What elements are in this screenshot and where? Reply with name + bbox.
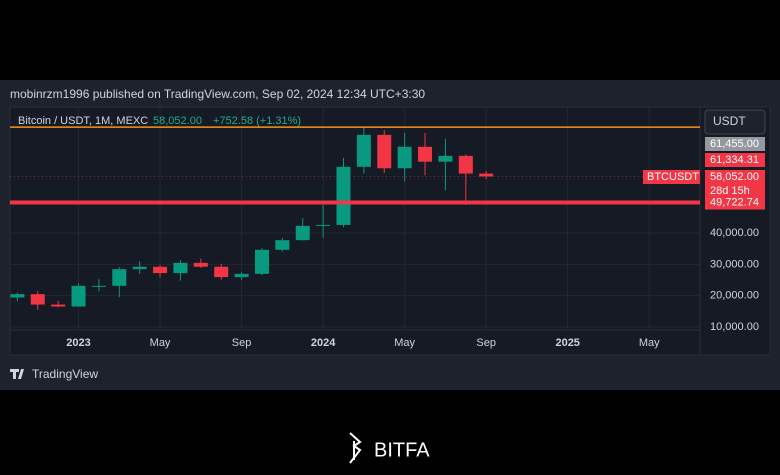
candle-body <box>336 166 351 225</box>
candle-body <box>193 262 208 267</box>
candle-body <box>112 269 127 286</box>
candle-body <box>479 173 494 177</box>
countdown: 28d 15h <box>710 185 750 197</box>
legend-symbol: Bitcoin / USDT, 1M, MEXC <box>18 115 148 127</box>
candle-body <box>295 225 310 241</box>
price-tag-label: 61,455.00 <box>710 138 759 150</box>
candle-body <box>234 273 249 278</box>
x-tick-label: May <box>639 337 660 349</box>
x-tick-label: 2025 <box>555 337 579 349</box>
y-tick-label: 40,000.00 <box>710 227 759 239</box>
x-tick-label: May <box>150 337 171 349</box>
currency-button[interactable] <box>704 109 766 135</box>
legend-last: 58,052.00 <box>153 115 202 127</box>
watermark-text: BITFA <box>374 439 430 461</box>
y-tick-label: 30,000.00 <box>710 258 759 270</box>
price-tag-label: 49,722.74 <box>710 196 759 208</box>
currency-label[interactable]: USDT <box>713 114 746 128</box>
y-tick-label: 10,000.00 <box>710 321 759 333</box>
candle-body <box>438 155 453 162</box>
candle-body <box>418 146 433 162</box>
y-tick-label: 20,000.00 <box>710 290 759 302</box>
x-tick-label: 2023 <box>66 337 90 349</box>
x-tick-label: Sep <box>476 337 496 349</box>
candle-body <box>10 294 25 298</box>
price-tag-label: 58,052.00 <box>710 171 759 183</box>
price-tag <box>705 137 765 151</box>
symbol-tag <box>643 170 700 184</box>
candle-body <box>153 266 168 274</box>
tradingview-logo: TradingView <box>10 367 98 381</box>
x-tick-label: May <box>394 337 415 349</box>
x-tick-label: Sep <box>232 337 252 349</box>
bitfa-logo: BITFA <box>349 432 430 464</box>
candle-body <box>254 249 269 274</box>
published-line: mobinrzm1996 published on TradingView.co… <box>10 87 425 101</box>
candle-body <box>275 240 290 250</box>
price-tag-label: 61,334.31 <box>710 154 759 166</box>
candle-body <box>214 266 229 278</box>
candle-body <box>397 146 412 169</box>
x-tick-label: 2024 <box>311 337 336 349</box>
candle-body <box>91 285 106 287</box>
price-tag <box>705 153 765 167</box>
candle-body <box>173 262 188 274</box>
candle-body <box>30 294 45 305</box>
symbol-tag-label: BTCUSDT <box>647 171 699 183</box>
candle-body <box>71 285 86 307</box>
candle-body <box>132 266 147 270</box>
candle-body <box>51 304 66 307</box>
legend-change: +752.58 (+1.31%) <box>213 115 301 127</box>
candle-body <box>377 134 392 169</box>
candle-body <box>458 155 473 174</box>
price-tag <box>705 195 765 210</box>
logo-text: TradingView <box>32 367 98 381</box>
candle-body <box>316 224 331 226</box>
candle-body <box>356 134 371 167</box>
price-tag <box>705 170 765 198</box>
